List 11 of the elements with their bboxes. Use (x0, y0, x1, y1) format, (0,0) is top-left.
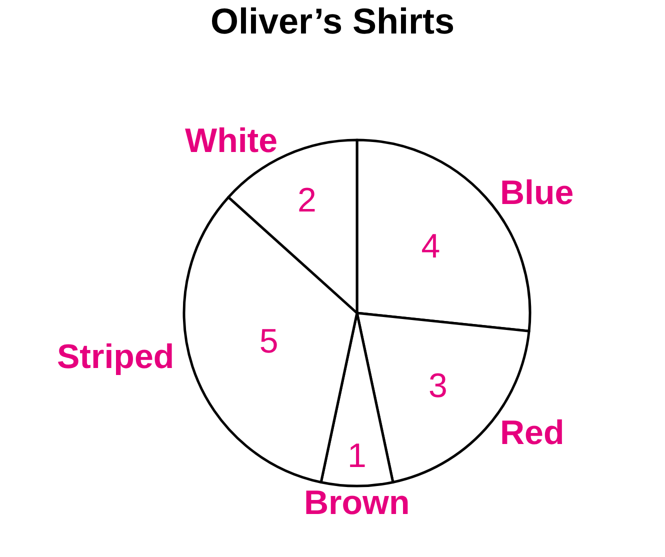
slice-label: Blue (500, 174, 574, 212)
data-label: 4 (421, 228, 440, 266)
chart-title: Oliver’s Shirts (210, 0, 455, 42)
slice-label: Brown (304, 484, 410, 522)
slice-label: White (185, 122, 278, 160)
data-label: 3 (428, 366, 448, 405)
data-label: 5 (259, 322, 278, 361)
data-label: 1 (348, 437, 366, 476)
data-label: 2 (298, 182, 316, 220)
slice-label: Red (500, 414, 564, 452)
slice-label: Striped (57, 338, 174, 376)
